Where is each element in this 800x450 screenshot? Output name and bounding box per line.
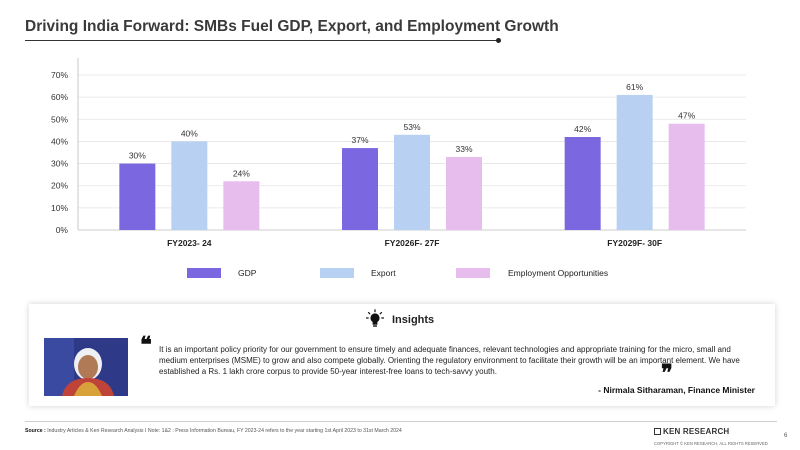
bar — [616, 94, 653, 230]
bar — [668, 123, 705, 230]
lightbulb-icon — [366, 309, 384, 327]
legend-label-employment: Employment Opportunities — [508, 268, 609, 278]
chart-legend: GDP Export Employment Opportunities — [0, 266, 800, 280]
y-tick-label: 10% — [51, 203, 68, 213]
legend-swatch-employment — [456, 268, 490, 278]
bar-chart: 0% 10% 20% 30% 40% 50% 60% 70% FY2023- 24 FY2026F… — [51, 58, 746, 248]
title-underline-dot — [496, 37, 501, 43]
close-quote-icon: ❞ — [661, 360, 673, 386]
copyright-text: COPYRIGHT © KEN RESEARCH, ALL RIGHTS RES… — [654, 441, 768, 446]
bar — [171, 141, 208, 230]
bar — [394, 134, 430, 230]
data-label: 37% — [351, 135, 368, 145]
x-tick-label: FY2026F- 27F — [385, 238, 440, 248]
open-quote-icon: ❝ — [140, 332, 152, 358]
y-tick-label: 30% — [51, 159, 68, 169]
bar — [446, 156, 482, 230]
insights-title: Insights — [392, 314, 435, 326]
data-label: 30% — [129, 151, 146, 161]
data-label: 42% — [574, 124, 591, 134]
quote-author: - Nirmala Sitharaman, Finance Minister — [598, 385, 755, 395]
y-tick-label: 40% — [51, 136, 68, 146]
brand-name: KEN RESEARCH — [663, 427, 730, 436]
data-label: 24% — [233, 168, 250, 178]
insights-card: Insights ❝ It is an important policy pri… — [29, 304, 775, 406]
source-text: Industry Articles & Ken Research Analysi… — [47, 428, 402, 434]
legend-label-export: Export — [371, 268, 396, 278]
y-tick-label: 50% — [51, 114, 68, 124]
title-underline — [25, 40, 498, 41]
data-label: 53% — [403, 122, 420, 132]
legend-swatch-export — [320, 268, 354, 278]
source-label: Source : — [25, 428, 46, 434]
chart-bars — [119, 94, 705, 230]
bar — [223, 181, 260, 230]
footer-divider — [25, 421, 777, 422]
data-label: 40% — [181, 128, 198, 138]
y-tick-label: 0% — [56, 225, 69, 235]
page-title: Driving India Forward: SMBs Fuel GDP, Ex… — [25, 18, 559, 35]
insight-quote: It is an important policy priority for o… — [159, 345, 740, 377]
data-label: 61% — [626, 82, 643, 92]
source-note: Source : Industry Articles & Ken Researc… — [25, 428, 402, 434]
page-number: 6 — [784, 433, 788, 439]
brand-mark-icon — [654, 428, 661, 435]
data-label: 33% — [455, 144, 472, 154]
speaker-photo — [44, 338, 128, 396]
bar — [119, 163, 156, 230]
y-tick-label: 60% — [51, 92, 68, 102]
brand-logo: KEN RESEARCH — [654, 427, 729, 436]
chart-data-labels: 30% 40% 24% 37% 53% 33% 42% 61% 47% — [129, 82, 696, 178]
bar — [564, 137, 601, 230]
bar — [342, 148, 378, 230]
x-tick-label: FY2029F- 30F — [607, 238, 662, 248]
legend-label-gdp: GDP — [238, 268, 257, 278]
y-tick-label: 20% — [51, 181, 68, 191]
y-tick-label: 70% — [51, 70, 68, 80]
legend-swatch-gdp — [187, 268, 221, 278]
data-label: 47% — [678, 111, 695, 121]
x-tick-label: FY2023- 24 — [167, 238, 212, 248]
